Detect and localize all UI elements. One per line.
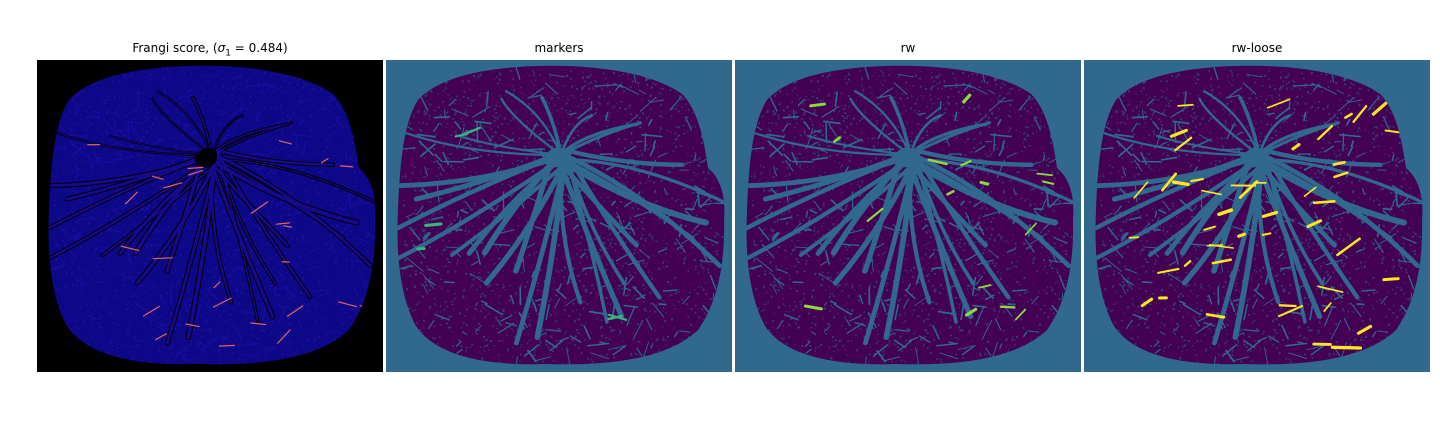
panel-title-frangi: Frangi score, (σ1 = 0.484) (37, 41, 383, 58)
tissue-hole (194, 147, 218, 168)
panel-frangi (37, 60, 383, 372)
panel-rw (735, 60, 1081, 372)
vessel-network (746, 65, 1074, 365)
panel-title-rw-loose: rw-loose (1231, 41, 1283, 55)
markers-image (386, 60, 732, 372)
highlight-segments (416, 126, 628, 321)
panel-rw-loose (1084, 60, 1430, 372)
frangi-title-suffix: = 0.484) (230, 41, 288, 55)
frangi-title-subscript: 1 (225, 48, 231, 59)
frangi-title-prefix: Frangi score, ( (132, 41, 218, 55)
tissue-hole (543, 147, 567, 168)
rw-loose-image (1084, 60, 1430, 372)
frangi-title-sigma: σ (217, 41, 226, 55)
tissue-hole (892, 147, 916, 168)
rw-image (735, 60, 1081, 372)
panel-title-rw: rw (900, 41, 916, 55)
panel-title-markers: markers (534, 41, 584, 55)
frangi-image (37, 60, 383, 372)
vessel-cores (48, 90, 376, 345)
tissue-hole (1241, 147, 1265, 168)
panel-markers (386, 60, 732, 372)
highlight-segments (803, 93, 1055, 321)
vessel-network (397, 65, 725, 365)
